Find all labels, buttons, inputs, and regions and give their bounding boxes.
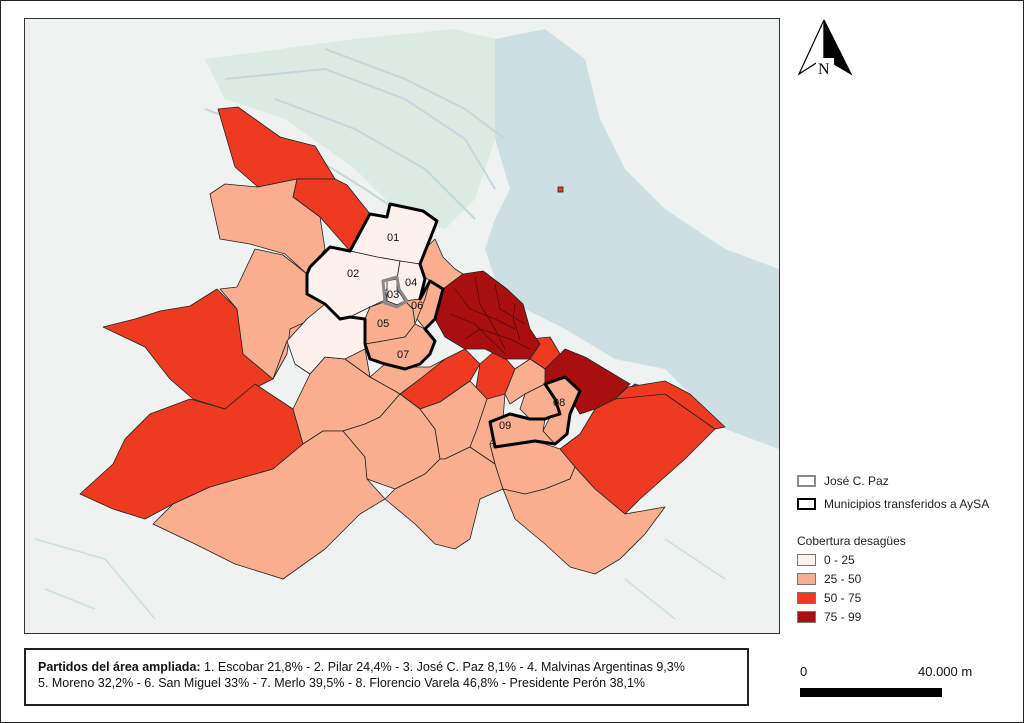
caption-heading: Partidos del área ampliada: <box>38 660 201 674</box>
legend-label: José C. Paz <box>824 474 889 488</box>
district-label-06: 06 <box>411 300 423 312</box>
district-label-02: 02 <box>347 268 359 280</box>
district-berazategui <box>614 380 726 430</box>
caption-line-2: 5. Moreno 32,2% - 6. San Miguel 33% - 7.… <box>38 676 646 690</box>
caption-line-1-text: 1. Escobar 21,8% - 2. Pilar 24,4% - 3. J… <box>200 660 685 674</box>
river-lines <box>34 538 726 620</box>
outline-aysa-north <box>305 202 445 371</box>
legend-class-75-99: 75 - 99 <box>797 610 861 624</box>
legend-class-25-50: 25 - 50 <box>797 572 861 586</box>
district-label-05: 05 <box>377 318 389 330</box>
partidos-caption: Partidos del área ampliada: 1. Escobar 2… <box>24 648 749 706</box>
district-label-08: 08 <box>553 397 565 409</box>
district-label-07: 07 <box>397 349 409 361</box>
small-island <box>557 186 564 193</box>
legend-label: 75 - 99 <box>824 610 862 624</box>
legend-swatch <box>797 592 816 604</box>
legend-swatch <box>797 611 816 623</box>
river-plate-water <box>485 29 779 449</box>
outline-jose-c-paz <box>381 275 409 309</box>
district-label-03: 03 <box>387 289 399 301</box>
legend-swatch <box>797 573 816 585</box>
map-svg: 01 02 03 04 05 06 07 08 09 <box>34 29 779 620</box>
legend-title: Cobertura desagües <box>797 534 906 548</box>
district-label-09: 09 <box>499 420 511 432</box>
district-la-plata <box>502 466 666 575</box>
legend-label: 25 - 50 <box>824 572 862 586</box>
legend-swatch-gray-outline <box>797 475 816 487</box>
district-caba <box>434 270 541 360</box>
legend-class-50-75: 50 - 75 <box>797 591 861 605</box>
legend-swatch <box>797 554 816 566</box>
district-label-04: 04 <box>405 277 417 289</box>
legend-label: 0 - 25 <box>824 553 855 567</box>
scale-start-label: 0 <box>800 664 808 679</box>
legend-swatch-black-outline <box>797 498 816 510</box>
scale-end-label: 40.000 m <box>918 664 973 679</box>
legend-label: Municipios transferidos a AySA <box>824 497 990 511</box>
outline-aysa-south <box>488 375 582 449</box>
caption-line-1: Partidos del área ampliada: 1. Escobar 2… <box>38 659 735 675</box>
delta-green <box>205 29 495 229</box>
legend-item-aysa: Municipios transferidos a AySA <box>797 497 989 511</box>
north-arrow-icon: N <box>796 18 856 80</box>
delta-water-lines <box>204 48 506 230</box>
caba-internal-borders <box>449 276 531 355</box>
legend-label: 50 - 75 <box>824 591 862 605</box>
scale-bar-graphic <box>800 688 942 697</box>
district-exaltacion <box>209 178 326 275</box>
legend-item-jose-c-paz: José C. Paz <box>797 474 889 488</box>
north-letter: N <box>818 61 830 78</box>
map-panel[interactable]: 01 02 03 04 05 06 07 08 09 <box>24 18 780 634</box>
district-banfield <box>504 358 546 405</box>
district-label-01: 01 <box>387 232 399 244</box>
legend-class-0-25: 0 - 25 <box>797 553 855 567</box>
